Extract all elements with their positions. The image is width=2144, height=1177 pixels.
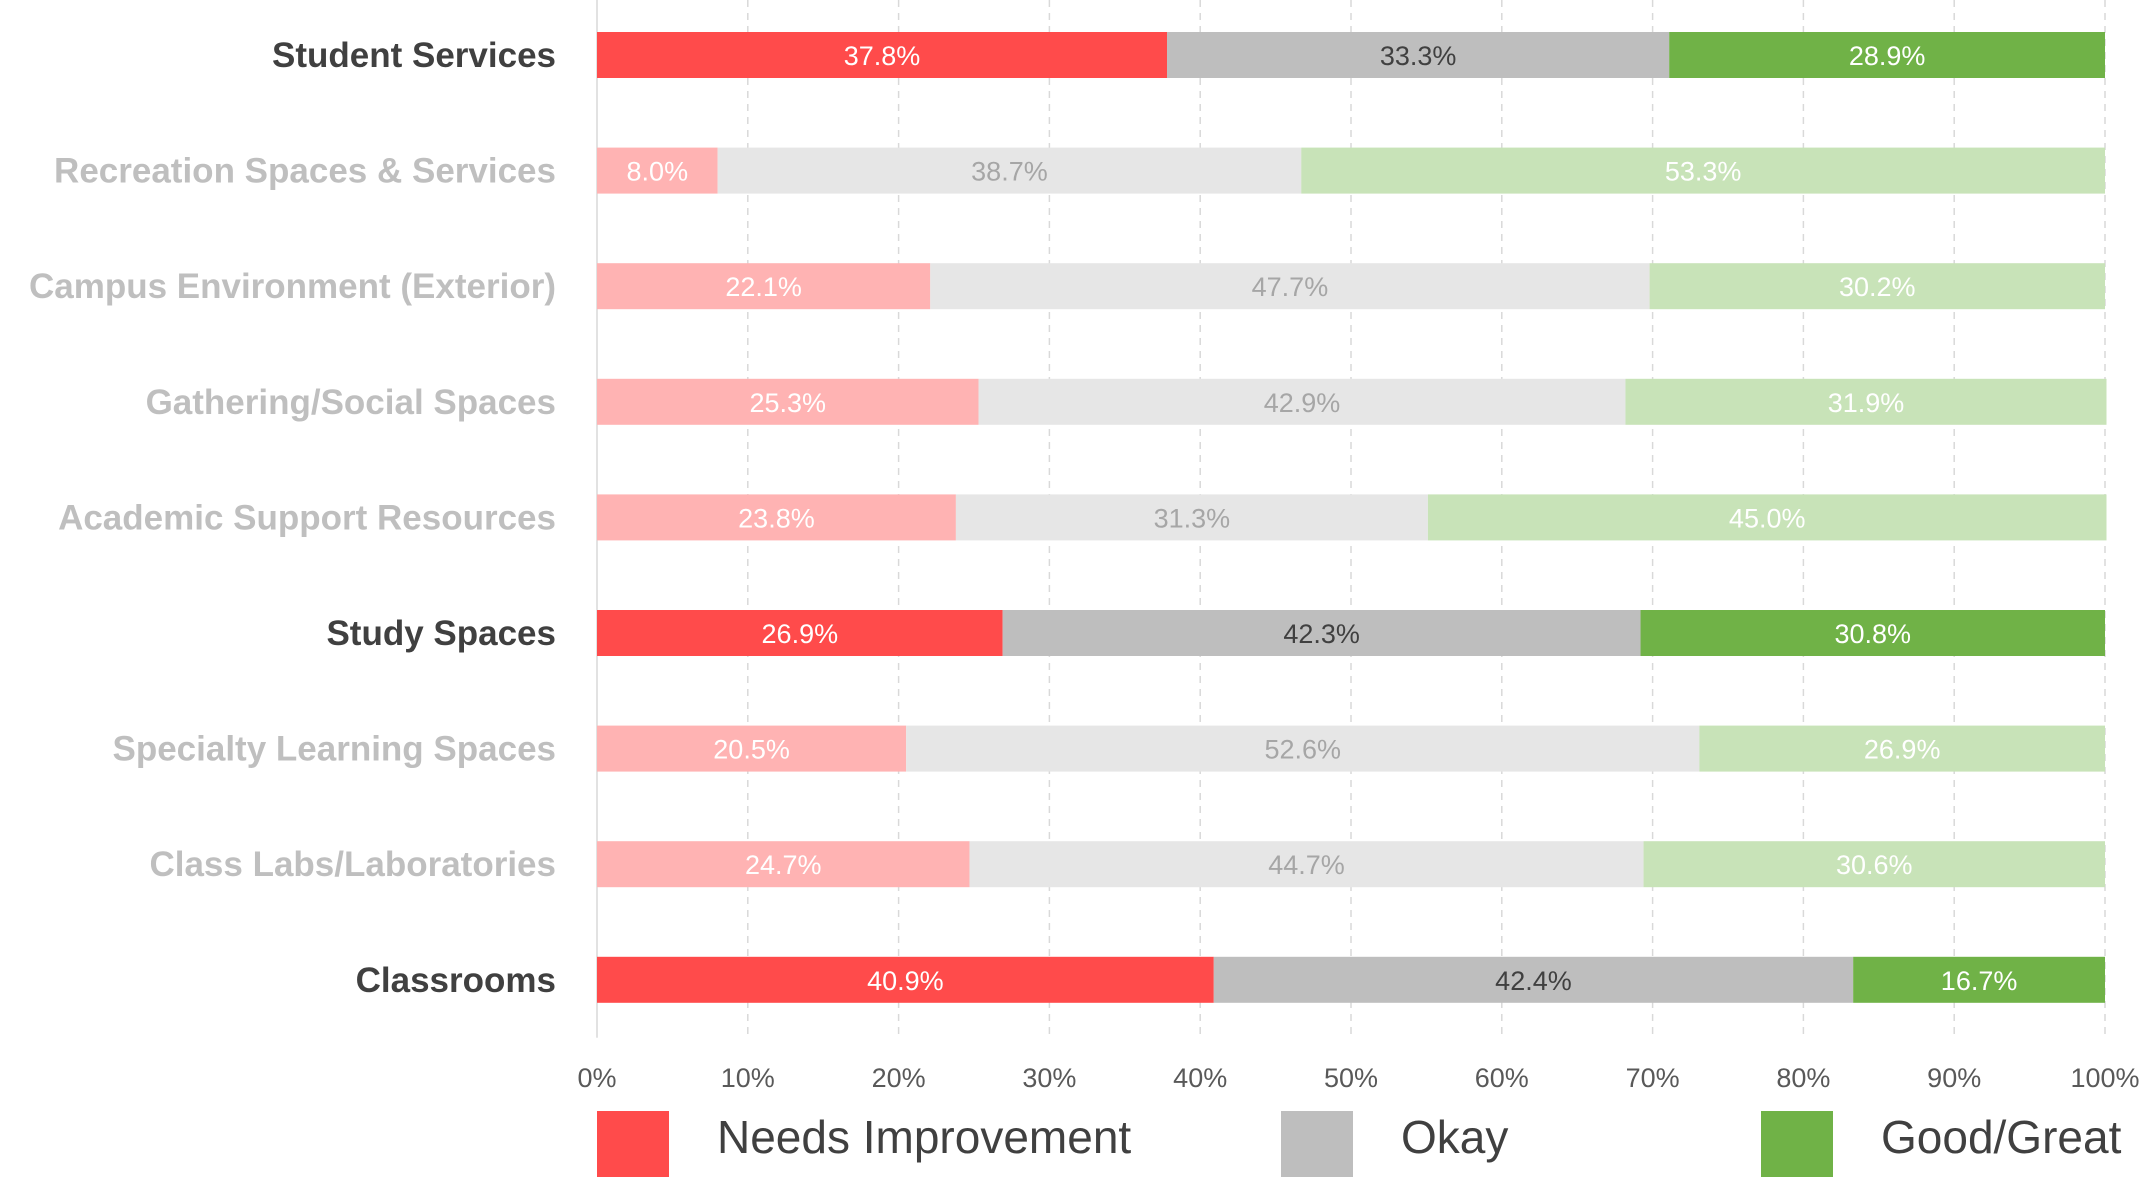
data-label: 42.4% (1495, 966, 1572, 996)
category-label: Academic Support Resources (58, 498, 556, 537)
bar-segment (717, 147, 1302, 194)
x-tick-label: 0% (577, 1063, 616, 1093)
bar-segment (597, 32, 1168, 78)
legend-swatch (1281, 1111, 1353, 1177)
category-label: Specialty Learning Spaces (112, 730, 556, 769)
data-label: 31.9% (1828, 388, 1905, 418)
bar-segment (597, 378, 979, 425)
bar-segment (978, 378, 1626, 425)
data-label: 26.9% (1864, 735, 1941, 765)
x-tick-label: 90% (1927, 1063, 1981, 1093)
bar-segment (969, 841, 1644, 888)
data-label: 38.7% (971, 157, 1048, 187)
bar-segment (955, 494, 1428, 541)
data-label: 53.3% (1665, 157, 1742, 187)
data-label: 28.9% (1849, 41, 1926, 71)
bar-segment (1699, 725, 2105, 772)
data-label: 25.3% (749, 388, 826, 418)
bar-segment (597, 956, 1214, 1003)
bar-segment (930, 263, 1650, 310)
bar-segment (1301, 147, 2105, 194)
category-label: Campus Environment (Exterior) (29, 267, 556, 306)
data-label: 33.3% (1380, 41, 1457, 71)
data-label: 37.8% (844, 41, 921, 71)
category-label: Recreation Spaces & Services (54, 152, 556, 191)
x-tick-label: 40% (1173, 1063, 1227, 1093)
data-label: 52.6% (1264, 735, 1341, 765)
bar-segment (1640, 610, 2105, 656)
bar-segment (1427, 494, 2107, 541)
bar-segment (597, 147, 718, 194)
data-label: 20.5% (713, 735, 790, 765)
bar-segment (906, 725, 1700, 772)
data-label: 16.7% (1941, 966, 2018, 996)
data-label: 30.2% (1839, 272, 1916, 302)
bar-segment (597, 610, 1003, 656)
data-label: 31.3% (1154, 503, 1231, 533)
bar-segment (1669, 32, 2105, 78)
data-label: 23.8% (738, 503, 815, 533)
bar-segment (597, 841, 970, 888)
data-label: 24.7% (745, 850, 822, 880)
data-label: 42.3% (1283, 619, 1360, 649)
category-label: Student Services (272, 36, 556, 75)
legend-swatch (1761, 1111, 1833, 1177)
data-label: 30.8% (1834, 619, 1911, 649)
data-label: 40.9% (867, 966, 944, 996)
x-tick-label: 60% (1475, 1063, 1529, 1093)
category-label: Class Labs/Laboratories (149, 845, 556, 884)
category-labels: Student Services Recreation Spaces & Serv… (29, 36, 556, 1000)
x-tick-label: 20% (872, 1063, 926, 1093)
bar-segment (597, 725, 907, 772)
x-tick-label: 70% (1626, 1063, 1680, 1093)
data-label: 42.9% (1264, 388, 1341, 418)
x-tick-label: 50% (1324, 1063, 1378, 1093)
legend: Needs Improvement Okay Good/Great (597, 1111, 2122, 1177)
legend-swatch (597, 1111, 669, 1177)
data-label: 26.9% (762, 619, 839, 649)
bar-segment (1625, 378, 2107, 425)
bar-segment (597, 263, 931, 310)
bar-segment (1643, 841, 2105, 888)
category-label: Study Spaces (326, 614, 556, 653)
legend-label: Good/Great (1881, 1111, 2122, 1163)
bar-segment (1649, 263, 2105, 310)
data-label: 30.6% (1836, 850, 1913, 880)
x-axis-ticks: 0% 10% 20% 30% 40% 50% 60% 70% 80% 90% 100% (577, 1063, 2139, 1093)
x-tick-label: 100% (2070, 1063, 2139, 1093)
category-label: Gathering/Social Spaces (146, 383, 556, 422)
bar-segment (1002, 610, 1641, 656)
data-label: 45.0% (1729, 503, 1806, 533)
data-label: 44.7% (1268, 850, 1345, 880)
x-tick-label: 30% (1022, 1063, 1076, 1093)
legend-label: Okay (1401, 1111, 1508, 1163)
bar-segment (1167, 32, 1670, 78)
x-tick-label: 80% (1776, 1063, 1830, 1093)
bar-segment (1213, 956, 1854, 1003)
category-label: Classrooms (356, 961, 556, 1000)
legend-label: Needs Improvement (717, 1111, 1131, 1163)
data-label: 22.1% (725, 272, 802, 302)
bars: 37.8% 33.3% 28.9% 8.0% 38.7% 53.3% 22.1% 47.7% 3… (597, 32, 2107, 1003)
bar-segment (1853, 956, 2105, 1003)
data-label: 47.7% (1252, 272, 1329, 302)
bar-segment (597, 494, 956, 541)
x-tick-label: 10% (721, 1063, 775, 1093)
data-label: 8.0% (627, 157, 689, 187)
